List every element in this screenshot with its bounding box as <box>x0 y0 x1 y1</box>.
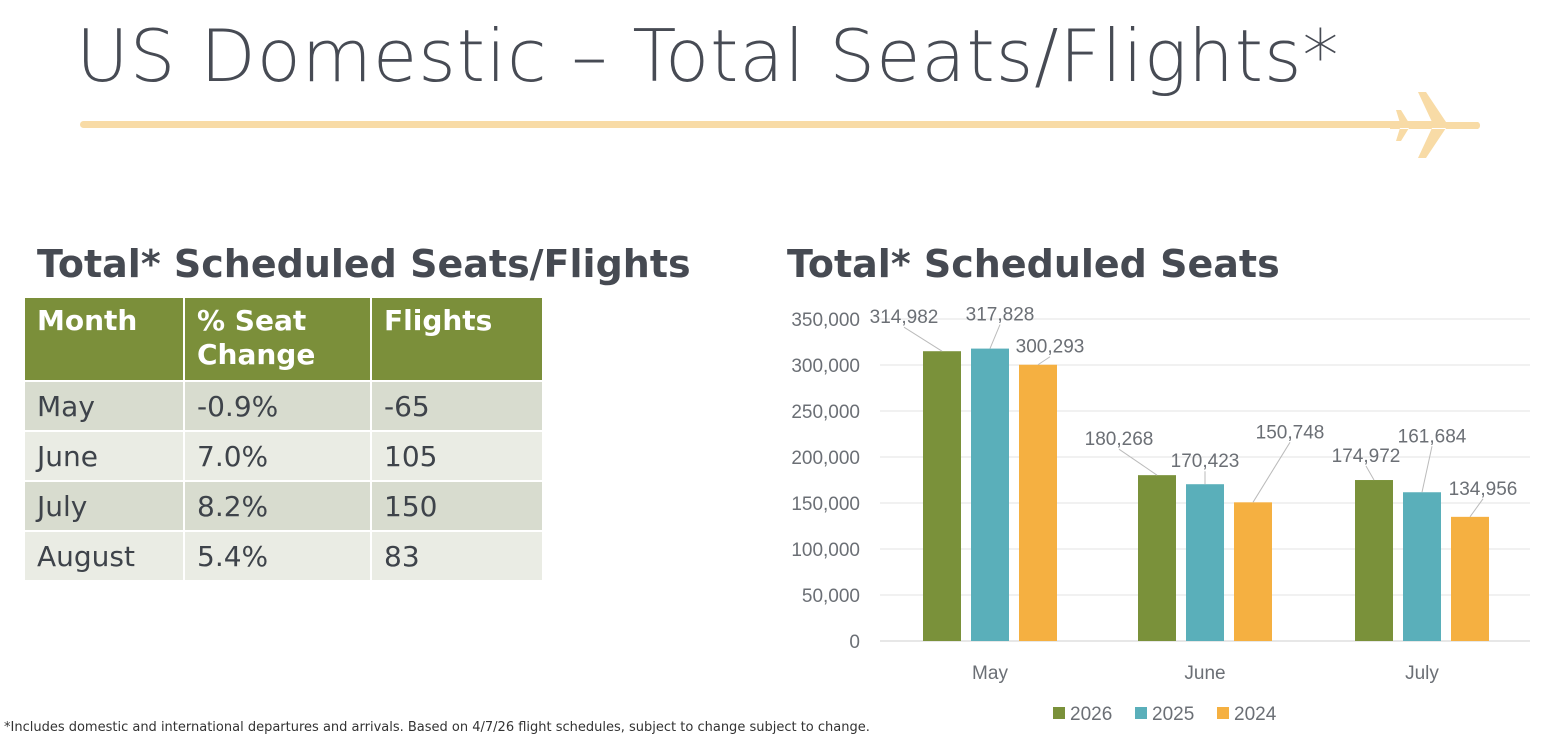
column-header-seat-change: % Seat Change <box>184 298 372 381</box>
data-label: 174,972 <box>1332 446 1401 467</box>
column-header-month: Month <box>25 298 185 381</box>
data-label: 180,268 <box>1085 429 1154 450</box>
cell-flights: 105 <box>371 430 542 481</box>
y-tick-label: 200,000 <box>791 448 860 469</box>
leader-line <box>1365 465 1375 481</box>
table-row: May -0.9% -65 <box>25 380 542 431</box>
cell-month: August <box>25 530 185 580</box>
leader-line <box>1118 448 1158 476</box>
data-label: 314,982 <box>870 307 939 328</box>
leader-line <box>1469 498 1484 518</box>
data-label: 300,293 <box>1016 337 1085 358</box>
bar-2024-june <box>1234 502 1272 641</box>
legend-label: 2026 <box>1070 704 1112 725</box>
cell-seat-change: 7.0% <box>184 430 372 481</box>
y-tick-label: 350,000 <box>791 310 860 331</box>
leader-line <box>1252 442 1291 503</box>
leader-line <box>989 324 1001 349</box>
legend-label: 2024 <box>1234 704 1277 725</box>
x-tick-label: June <box>1184 663 1225 684</box>
cell-flights: 83 <box>371 530 542 580</box>
bar-2026-may <box>923 351 961 641</box>
data-label: 161,684 <box>1398 426 1467 447</box>
table-row: June 7.0% 105 <box>25 430 542 481</box>
page-title: US Domestic – Total Seats/Flights* <box>76 14 1340 98</box>
bar-2026-july <box>1355 480 1393 641</box>
bar-2026-june <box>1138 475 1176 641</box>
table-header-row: Month % Seat Change Flights <box>25 298 542 381</box>
x-tick-label: May <box>972 663 1008 684</box>
bar-2025-june <box>1186 484 1224 641</box>
bar-2025-may <box>971 348 1009 641</box>
x-tick-label: July <box>1405 663 1439 684</box>
cell-month: May <box>25 380 185 431</box>
y-tick-label: 0 <box>849 632 860 653</box>
legend-swatch <box>1135 707 1147 719</box>
legend-label: 2025 <box>1152 704 1194 725</box>
legend-swatch <box>1053 707 1065 719</box>
cell-flights: -65 <box>371 380 542 431</box>
table-row: July 8.2% 150 <box>25 480 542 531</box>
legend-swatch <box>1217 707 1229 719</box>
leader-line <box>903 326 943 352</box>
title-rule <box>80 121 1440 128</box>
data-label: 170,423 <box>1171 451 1240 472</box>
chart-title: Total* Scheduled Seats <box>787 242 1280 286</box>
seats-flights-table: Month % Seat Change Flights May -0.9% -65 J… <box>25 298 542 580</box>
y-tick-label: 300,000 <box>791 356 860 377</box>
bar-2025-july <box>1403 492 1441 641</box>
table-heading: Total* Scheduled Seats/Flights <box>37 242 691 286</box>
y-tick-label: 100,000 <box>791 540 860 561</box>
cell-month: June <box>25 430 185 481</box>
cell-flights: 150 <box>371 480 542 531</box>
bar-2024-july <box>1451 516 1489 641</box>
column-header-seat-change-label: % Seat Change <box>197 304 316 371</box>
y-tick-label: 250,000 <box>791 402 860 423</box>
cell-month: July <box>25 480 185 531</box>
y-tick-label: 50,000 <box>802 586 860 607</box>
airplane-icon <box>1390 92 1481 158</box>
data-label: 317,828 <box>966 305 1035 326</box>
column-header-flights: Flights <box>371 298 542 381</box>
data-label: 150,748 <box>1256 422 1325 443</box>
y-tick-label: 150,000 <box>791 494 860 515</box>
bar-2024-may <box>1019 364 1057 641</box>
cell-seat-change: 8.2% <box>184 480 372 531</box>
footnote: *Includes domestic and international dep… <box>4 720 870 735</box>
leader-line <box>1037 356 1051 366</box>
cell-seat-change: -0.9% <box>184 380 372 431</box>
table-row: August 5.4% 83 <box>25 530 542 580</box>
data-label: 134,956 <box>1449 479 1518 500</box>
leader-line <box>1421 446 1433 493</box>
cell-seat-change: 5.4% <box>184 530 372 580</box>
